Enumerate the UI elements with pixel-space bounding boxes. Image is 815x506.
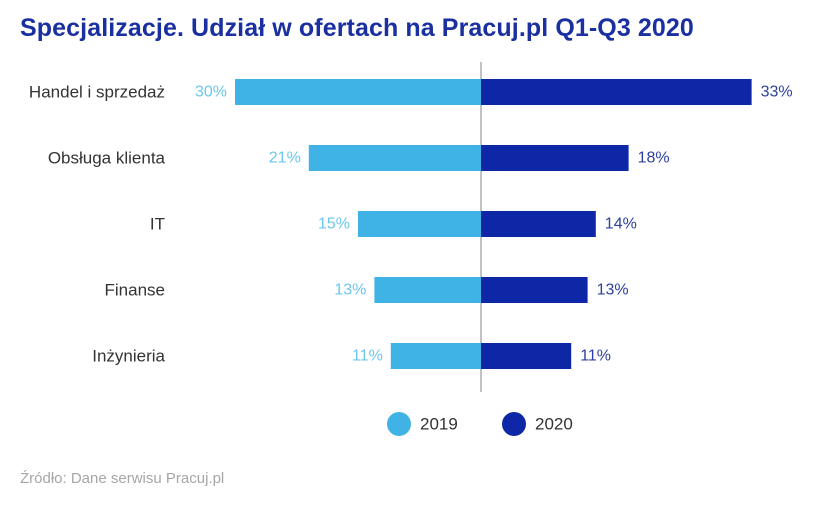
chart-title: Specjalizacje. Udział w ofertach na Prac…: [20, 14, 694, 42]
value-label-2020: 33%: [761, 84, 793, 101]
category-label: Handel i sprzedaż: [29, 83, 165, 102]
value-label-2019: 30%: [195, 84, 227, 101]
bar-2019: [390, 343, 481, 369]
bar-2020: [481, 79, 752, 105]
bar-2020: [481, 211, 596, 237]
bar-2020: [481, 145, 629, 171]
value-label-2019: 15%: [318, 216, 350, 233]
value-label-2019: 21%: [269, 150, 301, 167]
legend-marker-2020: [502, 412, 526, 436]
bar-2019: [235, 79, 481, 105]
bar-2019: [308, 145, 481, 171]
category-label: Finanse: [105, 281, 165, 300]
category-label: Obsługa klienta: [48, 149, 166, 168]
value-label-2020: 18%: [638, 150, 670, 167]
legend-label-2019: 2019: [420, 415, 458, 434]
bar-2020: [481, 343, 572, 369]
value-label-2020: 13%: [597, 282, 629, 299]
bar-2019: [358, 211, 481, 237]
category-label: IT: [150, 215, 165, 234]
category-label: Inżynieria: [92, 347, 165, 366]
legend-marker-2019: [387, 412, 411, 436]
value-label-2020: 11%: [580, 348, 611, 365]
value-label-2019: 11%: [352, 348, 383, 365]
bar-2020: [481, 277, 588, 303]
legend-label-2020: 2020: [535, 415, 573, 434]
value-label-2020: 14%: [605, 216, 637, 233]
bar-2019: [374, 277, 481, 303]
value-label-2019: 13%: [334, 282, 366, 299]
source-note: Źródło: Dane serwisu Pracuj.pl: [20, 470, 225, 487]
